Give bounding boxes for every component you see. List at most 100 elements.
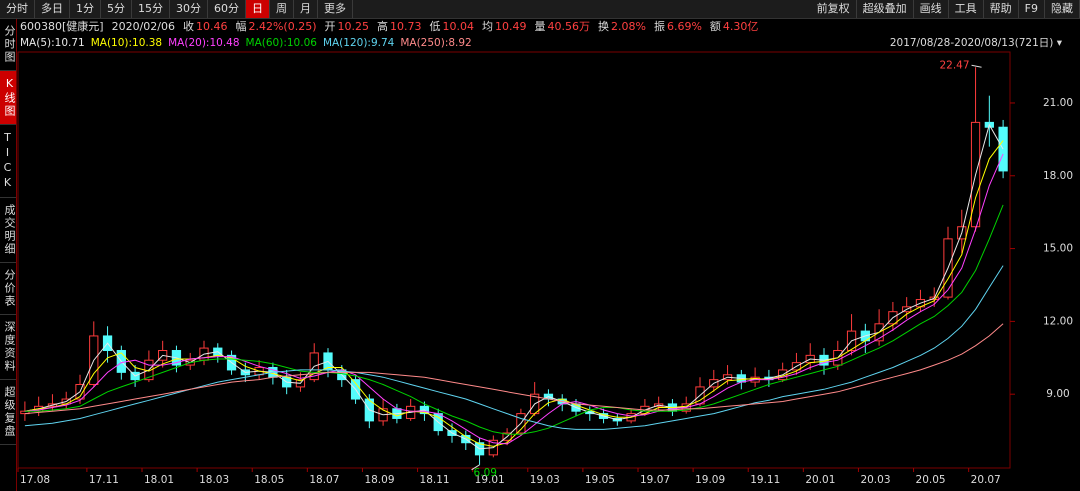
candle-body (957, 226, 967, 240)
tab[interactable]: 15分 (132, 0, 170, 18)
side-tab[interactable]: TICK (0, 125, 16, 198)
candle-body (874, 323, 884, 342)
x-tick-label: 19.07 (640, 474, 670, 486)
candle-body (626, 413, 636, 422)
info-label: 高 (377, 20, 389, 33)
candle-body (364, 398, 374, 422)
ma-line (24, 123, 1004, 450)
y-tick-label: 12.00 (1043, 315, 1073, 327)
candle-body (929, 296, 939, 301)
x-tick-label: 19.09 (695, 474, 725, 486)
candle-body (819, 354, 829, 366)
candle-body (254, 366, 264, 376)
legend-entry: MA(5):10.71 (20, 37, 85, 49)
info-value: 4.30亿 (722, 20, 759, 33)
info-bar: 600380[健康元] 2020/02/06 收 10.46 幅 2.42%(0.25) 开… (20, 19, 758, 35)
candle-body (943, 238, 953, 298)
candle-body (984, 121, 994, 128)
side-tab[interactable]: 超级复盘 (0, 380, 16, 445)
toolbar-button[interactable]: 前复权 (811, 0, 857, 18)
info-field: 换 2.08% (598, 19, 646, 35)
toolbar-button[interactable]: 隐藏 (1045, 0, 1080, 18)
max-label: 22.47 (939, 59, 969, 71)
side-tab[interactable]: K线图 (0, 71, 16, 125)
info-value: 10.49 (495, 20, 527, 33)
candle-body (530, 393, 540, 415)
side-tab[interactable]: 成交明细 (0, 198, 16, 263)
range-text: 2017/08/28-2020/08/13(721日) (889, 37, 1054, 49)
right-buttons: 前复权 超级叠加 画线 工具 帮助 F9 隐藏 (811, 0, 1080, 18)
x-tick-label: 18.03 (199, 474, 229, 486)
x-tick-label: 17.11 (89, 474, 119, 486)
candle-body (846, 330, 857, 352)
tab[interactable]: 月 (294, 0, 318, 18)
x-tick-label: 19.11 (750, 474, 780, 486)
range-label[interactable]: 2017/08/28-2020/08/13(721日) ▾ (889, 37, 1062, 49)
side-tab[interactable]: 分时图 (0, 19, 16, 71)
candle-body (268, 366, 278, 378)
legend-entry: MA(120):9.74 (322, 37, 395, 49)
candle-body (378, 408, 388, 422)
tab[interactable]: 分时 (0, 0, 35, 18)
candle-body (750, 376, 760, 383)
candle-body (240, 369, 250, 376)
y-tick-label: 15.00 (1043, 243, 1073, 255)
x-tick-label: 20.07 (971, 474, 1001, 486)
info-field: 高 10.73 (377, 19, 422, 35)
ma-line (24, 204, 1004, 435)
info-label: 收 (182, 20, 194, 33)
min-label: 6.09 (474, 467, 497, 479)
toolbar-button[interactable]: 画线 (914, 0, 949, 18)
x-tick-label: 19.01 (475, 474, 505, 486)
x-tick-label: 20.01 (805, 474, 835, 486)
candle-body (654, 403, 664, 407)
legend-entry: MA(10):10.38 (90, 37, 163, 49)
y-tick-label: 18.00 (1043, 170, 1073, 182)
x-tick-label: 18.01 (144, 474, 174, 486)
ma-line (24, 153, 1004, 445)
tab[interactable]: 60分 (208, 0, 246, 18)
tabs: 分时 多日 1分 5分 15分 30分 60分日周月更多 (0, 0, 353, 18)
info-value: 2.42%(0.25) (248, 20, 317, 33)
tab[interactable]: 多日 (35, 0, 70, 18)
tab[interactable]: 5分 (101, 0, 132, 18)
candle-body (571, 403, 581, 412)
min-pointer (471, 464, 480, 471)
toolbar-button[interactable]: 帮助 (984, 0, 1019, 18)
candle-body (488, 439, 498, 456)
info-value: 10.04 (442, 20, 475, 33)
legend-entry: MA(250):8.92 (400, 37, 472, 49)
legend-entry: MA(20):10.48 (168, 37, 240, 49)
candle-body (833, 350, 843, 366)
toolbar-button[interactable]: 工具 (949, 0, 984, 18)
toolbar-button[interactable]: 超级叠加 (857, 0, 914, 18)
x-tick-label: 18.05 (254, 474, 284, 486)
info-label: 低 (429, 20, 441, 33)
toolbar-button[interactable]: F9 (1019, 0, 1045, 18)
info-label: 额 (709, 20, 721, 33)
date: 2020/02/06 (111, 20, 175, 33)
side-tab[interactable]: 分价表 (0, 263, 16, 315)
x-tick-label: 18.09 (364, 474, 394, 486)
toolbar: 分时 多日 1分 5分 15分 30分 60分日周月更多 前复权 超级叠加 画线 工具 帮助 F9 隐藏 (0, 0, 1080, 19)
tab[interactable]: 1分 (70, 0, 101, 18)
side-tab[interactable]: 深度资料 (0, 315, 16, 380)
candle-body (433, 413, 443, 432)
tab[interactable]: 周 (270, 0, 294, 18)
tab[interactable]: 30分 (170, 0, 208, 18)
tab[interactable]: 日 (246, 0, 270, 18)
stock: 600380[健康元] (20, 20, 104, 33)
tab[interactable]: 更多 (318, 0, 353, 18)
candle-body (902, 306, 912, 313)
info-label: 量 (534, 20, 546, 33)
candle-body (681, 403, 691, 412)
candle-body (295, 379, 306, 388)
legend-entry: MA(60):10.06 (245, 37, 317, 49)
x-tick-label: 19.03 (530, 474, 560, 486)
candle-body (309, 352, 319, 381)
ma-line (24, 323, 1004, 415)
info-field: 振 6.69% (654, 19, 702, 35)
candle-body (34, 405, 44, 412)
candle-body (970, 121, 981, 228)
candle-body (171, 350, 182, 366)
